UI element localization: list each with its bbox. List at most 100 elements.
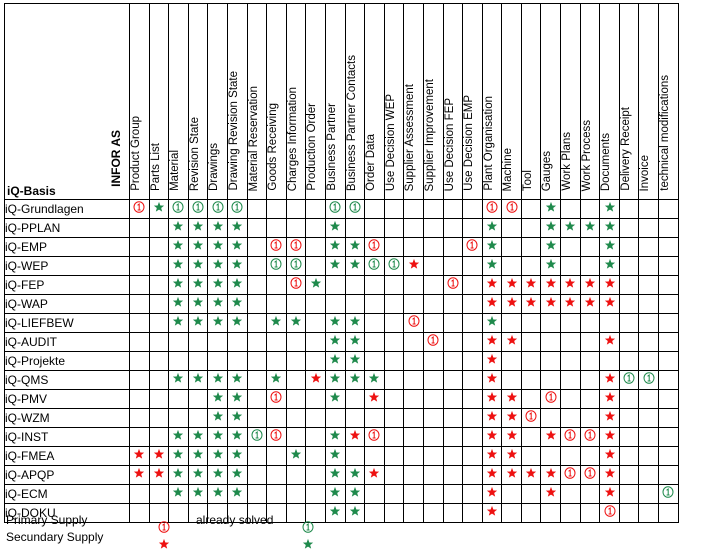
matrix-cell [226, 389, 248, 409]
cell-marker [329, 258, 341, 270]
secundary-supply-icon [526, 296, 537, 307]
column-header-label: Documents [600, 132, 613, 191]
cell-marker [153, 448, 165, 460]
column-header: Work Process [579, 3, 601, 200]
matrix-cell [383, 370, 405, 390]
matrix-cell [422, 389, 444, 409]
matrix-cell [403, 465, 424, 485]
matrix-cell [422, 313, 444, 333]
already-solved-icon [368, 258, 380, 270]
matrix-cell [226, 237, 248, 257]
column-header-label: Work Plans [561, 132, 574, 191]
matrix-cell [481, 275, 503, 295]
matrix-cell [442, 446, 464, 466]
matrix-cell [266, 465, 287, 485]
cell-marker [192, 467, 204, 479]
matrix-cell [324, 237, 346, 257]
matrix-cell [658, 351, 679, 371]
cell-marker [172, 277, 184, 289]
matrix-cell [285, 294, 307, 314]
already-solved-secondary-icon [232, 220, 243, 231]
matrix-cell [442, 332, 464, 352]
already-solved-secondary-icon [486, 220, 498, 231]
cell-marker [329, 372, 341, 384]
cell-marker [329, 239, 341, 251]
already-solved-icon [172, 201, 184, 213]
matrix-cell [364, 484, 385, 504]
cell-marker [172, 467, 184, 479]
matrix-cell [638, 199, 660, 219]
matrix-cell [638, 484, 660, 504]
matrix-cell [599, 332, 620, 352]
secundary-supply-icon [584, 277, 596, 288]
column-header-label: Invoice [639, 154, 652, 191]
column-header: Documents [599, 3, 620, 200]
matrix-cell [579, 370, 601, 390]
secundary-supply-icon [486, 277, 498, 288]
cell-marker [310, 372, 322, 384]
secundary-supply-icon [604, 334, 615, 345]
matrix-table: INFOR AS iQ-Basis Product Group Parts Lis… [4, 3, 679, 523]
cell-marker [545, 467, 557, 479]
matrix-cell [520, 351, 542, 371]
row-label: iQ-WAP [4, 294, 130, 314]
row-label: iQ-DOKU [4, 503, 130, 523]
matrix-cell [638, 427, 660, 447]
cell-marker [231, 429, 243, 441]
matrix-cell [618, 427, 640, 447]
row-label: iQ-AUDIT [4, 332, 130, 352]
already-solved-secondary-icon [369, 372, 380, 383]
table-row: iQ-PMV [4, 389, 679, 409]
matrix-cell [442, 199, 464, 219]
matrix-cell [560, 294, 581, 314]
matrix-cell [168, 427, 189, 447]
cell-marker [329, 429, 341, 441]
matrix-cell [618, 389, 640, 409]
matrix-cell [403, 237, 424, 257]
already-solved-secondary-icon [604, 258, 615, 269]
matrix-cell [324, 294, 346, 314]
cell-marker [212, 220, 224, 232]
matrix-cell [344, 446, 366, 466]
already-solved-secondary-icon [584, 220, 596, 231]
primary-supply-icon [368, 239, 380, 251]
matrix-cell [560, 503, 581, 523]
matrix-cell [442, 370, 464, 390]
cell-marker [231, 467, 243, 479]
matrix-cell [364, 237, 385, 257]
matrix-cell [403, 294, 424, 314]
secundary-supply-icon [604, 429, 615, 440]
matrix-cell [462, 313, 483, 333]
matrix-cell [148, 484, 170, 504]
matrix-cell [344, 427, 366, 447]
matrix-cell [344, 389, 366, 409]
cell-marker [329, 467, 341, 479]
matrix-cell [266, 427, 287, 447]
column-header-label: Work Process [580, 119, 593, 191]
matrix-cell [246, 256, 268, 276]
matrix-cell [520, 218, 542, 238]
primary-supply-icon [447, 277, 459, 289]
cell-marker [231, 258, 243, 270]
matrix-cell [383, 313, 405, 333]
cell-marker [506, 296, 518, 308]
matrix-cell [442, 408, 464, 428]
matrix-cell [442, 218, 464, 238]
column-header-label: Revision State [188, 116, 201, 191]
cell-marker [172, 486, 184, 498]
matrix-cell [305, 294, 326, 314]
already-solved-icon [662, 486, 674, 498]
matrix-cell [187, 427, 209, 447]
matrix-cell [501, 294, 522, 314]
already-solved-secondary-icon [192, 315, 204, 326]
matrix-cell [618, 503, 640, 523]
cell-marker [231, 410, 243, 422]
already-solved-secondary-icon [192, 372, 204, 383]
already-solved-secondary-icon [545, 220, 556, 231]
secundary-supply-icon [486, 296, 498, 307]
cell-marker [192, 277, 204, 289]
column-header: Charges Information [285, 3, 307, 200]
secundary-supply-icon [506, 429, 517, 440]
matrix-cell [481, 427, 503, 447]
matrix-cell [638, 294, 660, 314]
